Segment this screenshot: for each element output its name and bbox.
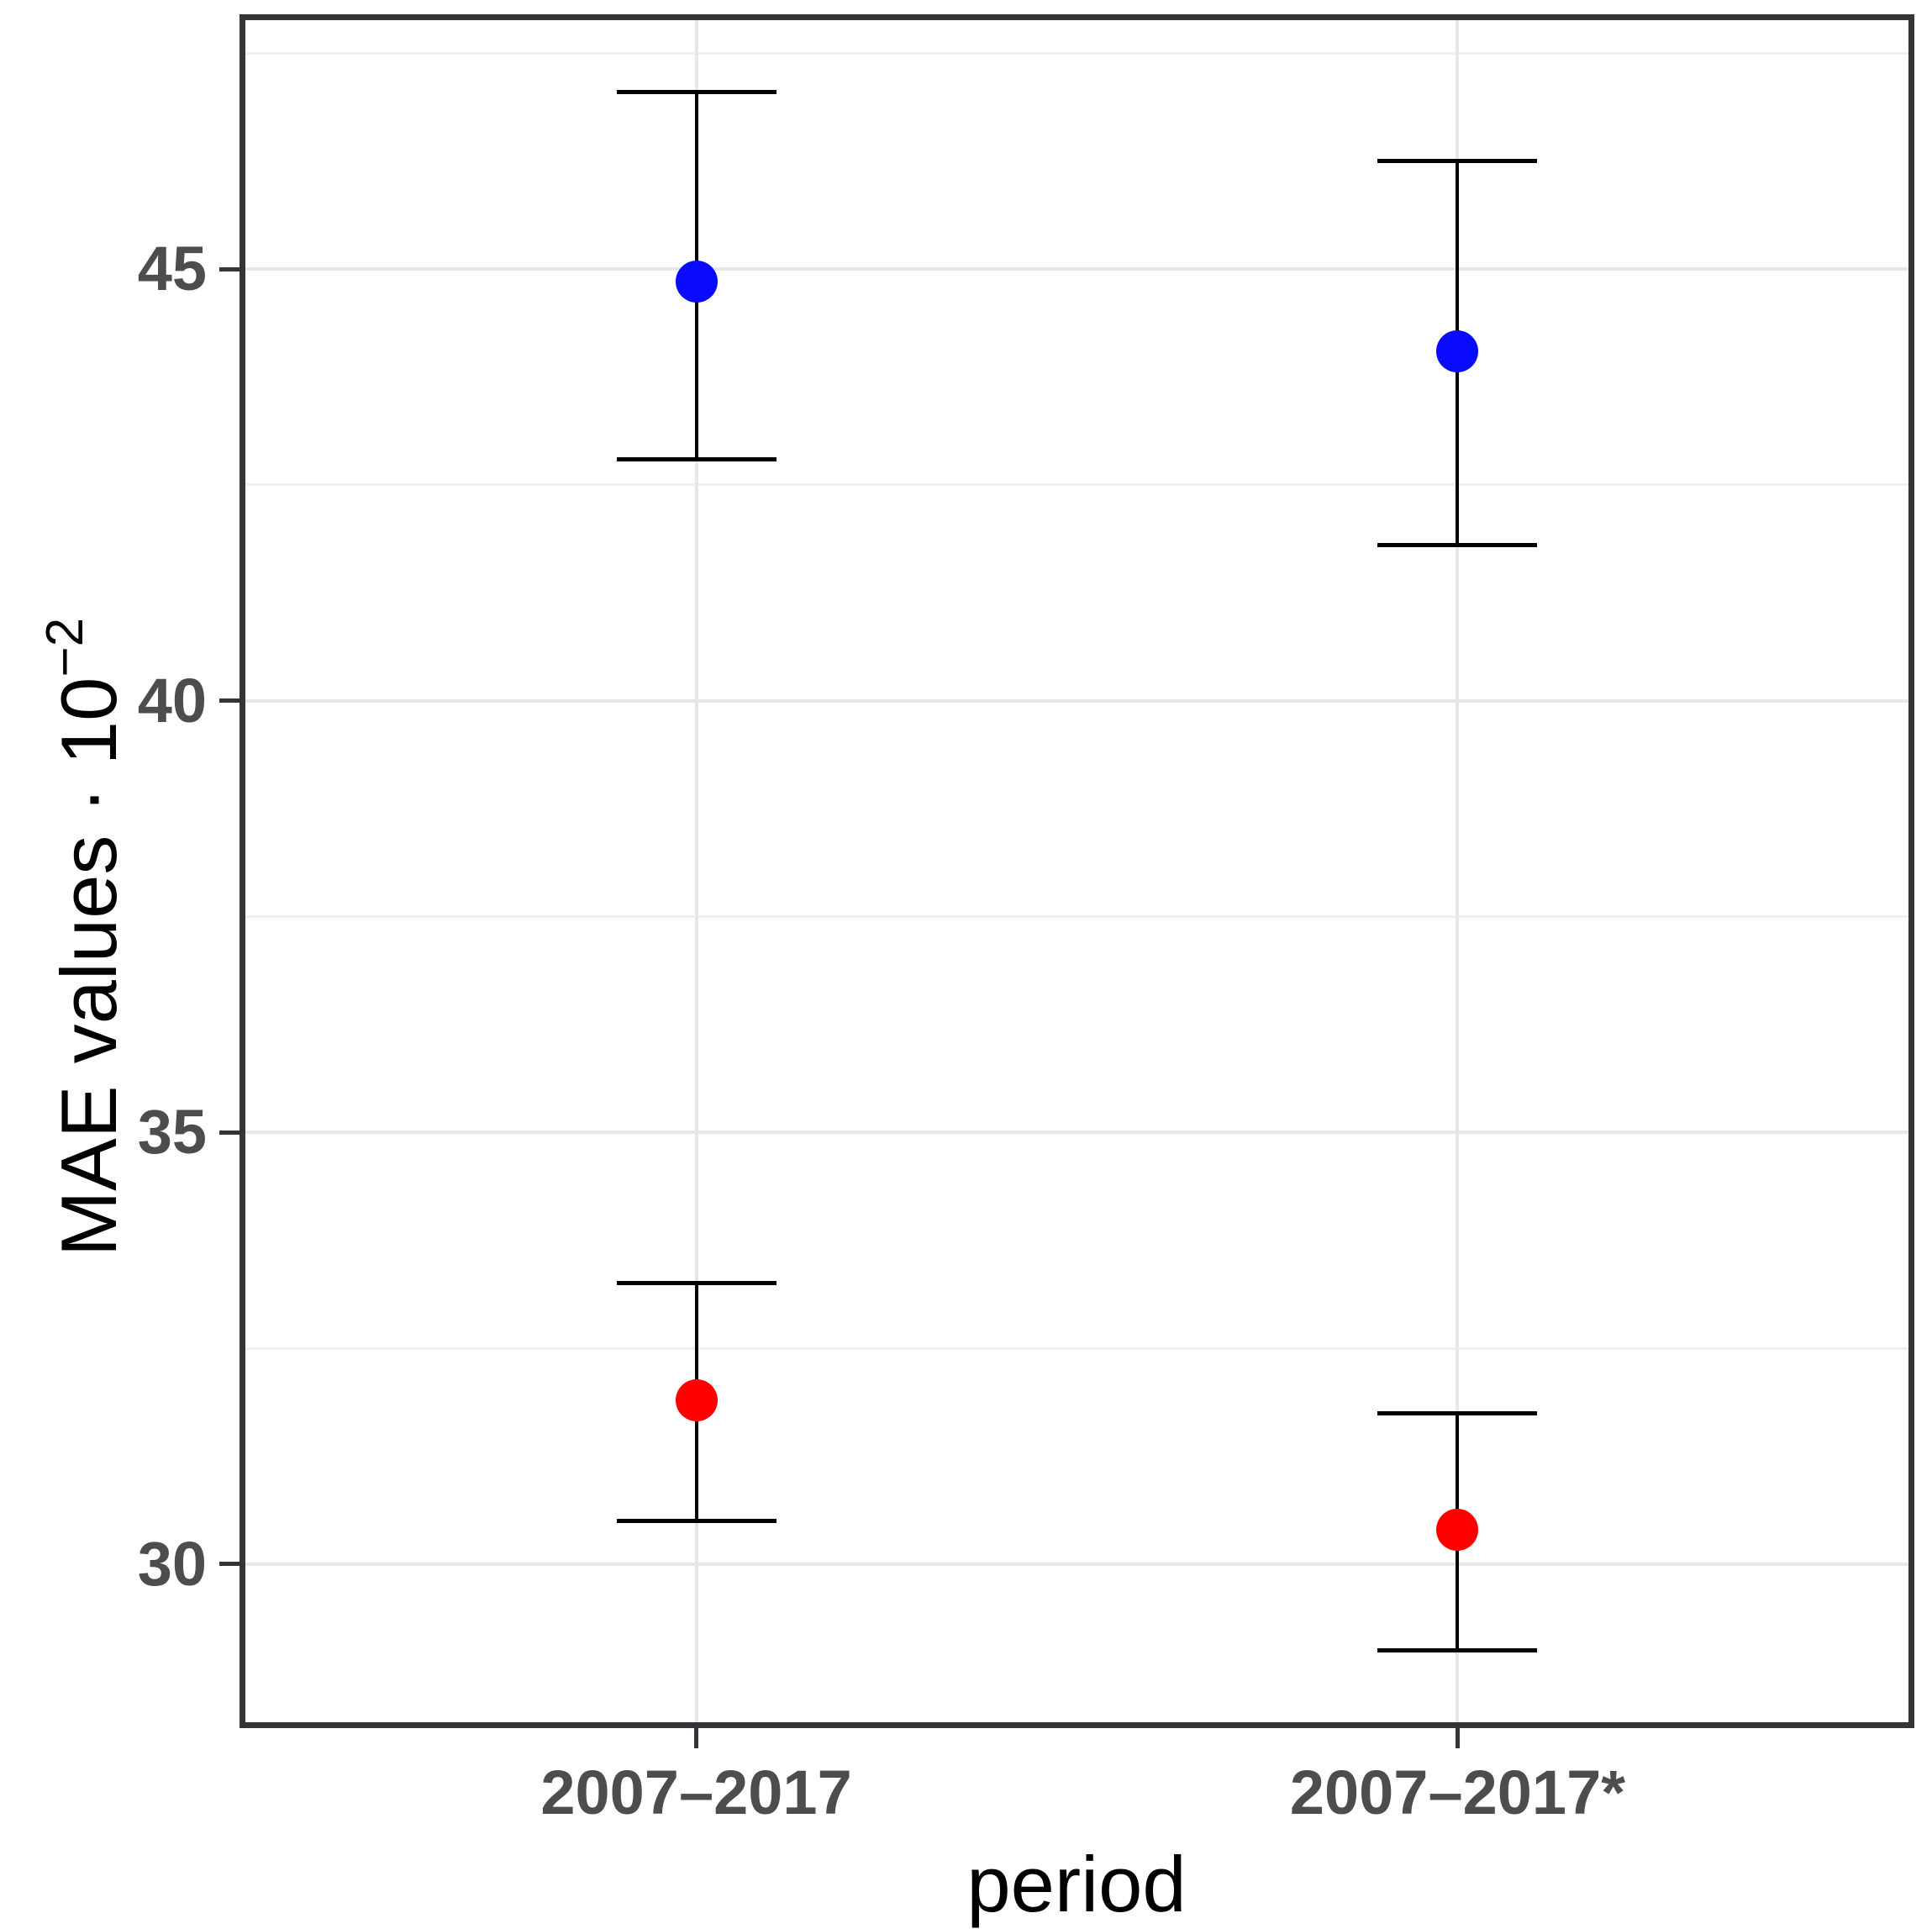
error-bar-cap-top [616, 89, 776, 94]
y-tick-mark [219, 266, 240, 271]
plot-panel [240, 14, 1914, 1728]
y-axis-title-superscript: −2 [36, 617, 94, 677]
data-point-blue [1436, 329, 1479, 372]
x-tick-label: 2007–2017 [540, 1758, 852, 1827]
major-gridline [245, 267, 1908, 271]
y-tick-label: 30 [137, 1528, 207, 1599]
y-tick-label: 40 [137, 665, 207, 735]
error-bar-cap-bottom [616, 456, 776, 461]
error-bar-cap-top [616, 1281, 776, 1286]
x-tick-mark [1455, 1728, 1460, 1748]
y-tick-label: 45 [137, 234, 207, 304]
major-gridline [245, 1562, 1908, 1566]
y-tick-mark [219, 698, 240, 704]
error-bar-cap-bottom [1377, 543, 1538, 548]
data-point-red [1436, 1508, 1479, 1551]
y-tick-label: 35 [137, 1097, 207, 1167]
x-tick-label: 2007–2017* [1289, 1758, 1626, 1827]
minor-gridline [245, 914, 1908, 918]
major-gridline [245, 698, 1908, 703]
category-gridline [1456, 20, 1460, 1722]
y-axis-title: MAE values · 10−2 [19, 517, 133, 1357]
major-gridline [245, 1131, 1908, 1135]
minor-gridline [245, 1347, 1908, 1350]
minor-gridline [245, 51, 1908, 55]
minor-gridline [245, 483, 1908, 487]
error-bar-cap-top [1377, 159, 1538, 164]
x-axis-title: period [966, 1840, 1187, 1928]
data-point-red [675, 1378, 718, 1421]
category-gridline [694, 20, 698, 1722]
y-tick-mark [219, 1562, 240, 1567]
y-tick-mark [219, 1130, 240, 1135]
error-bar-cap-bottom [616, 1518, 776, 1523]
error-bar-cap-top [1377, 1410, 1538, 1415]
data-point-blue [675, 261, 718, 303]
x-tick-mark [694, 1728, 699, 1748]
y-axis-title-main: MAE values · 10 [45, 677, 133, 1257]
error-bar-cap-bottom [1377, 1648, 1538, 1653]
